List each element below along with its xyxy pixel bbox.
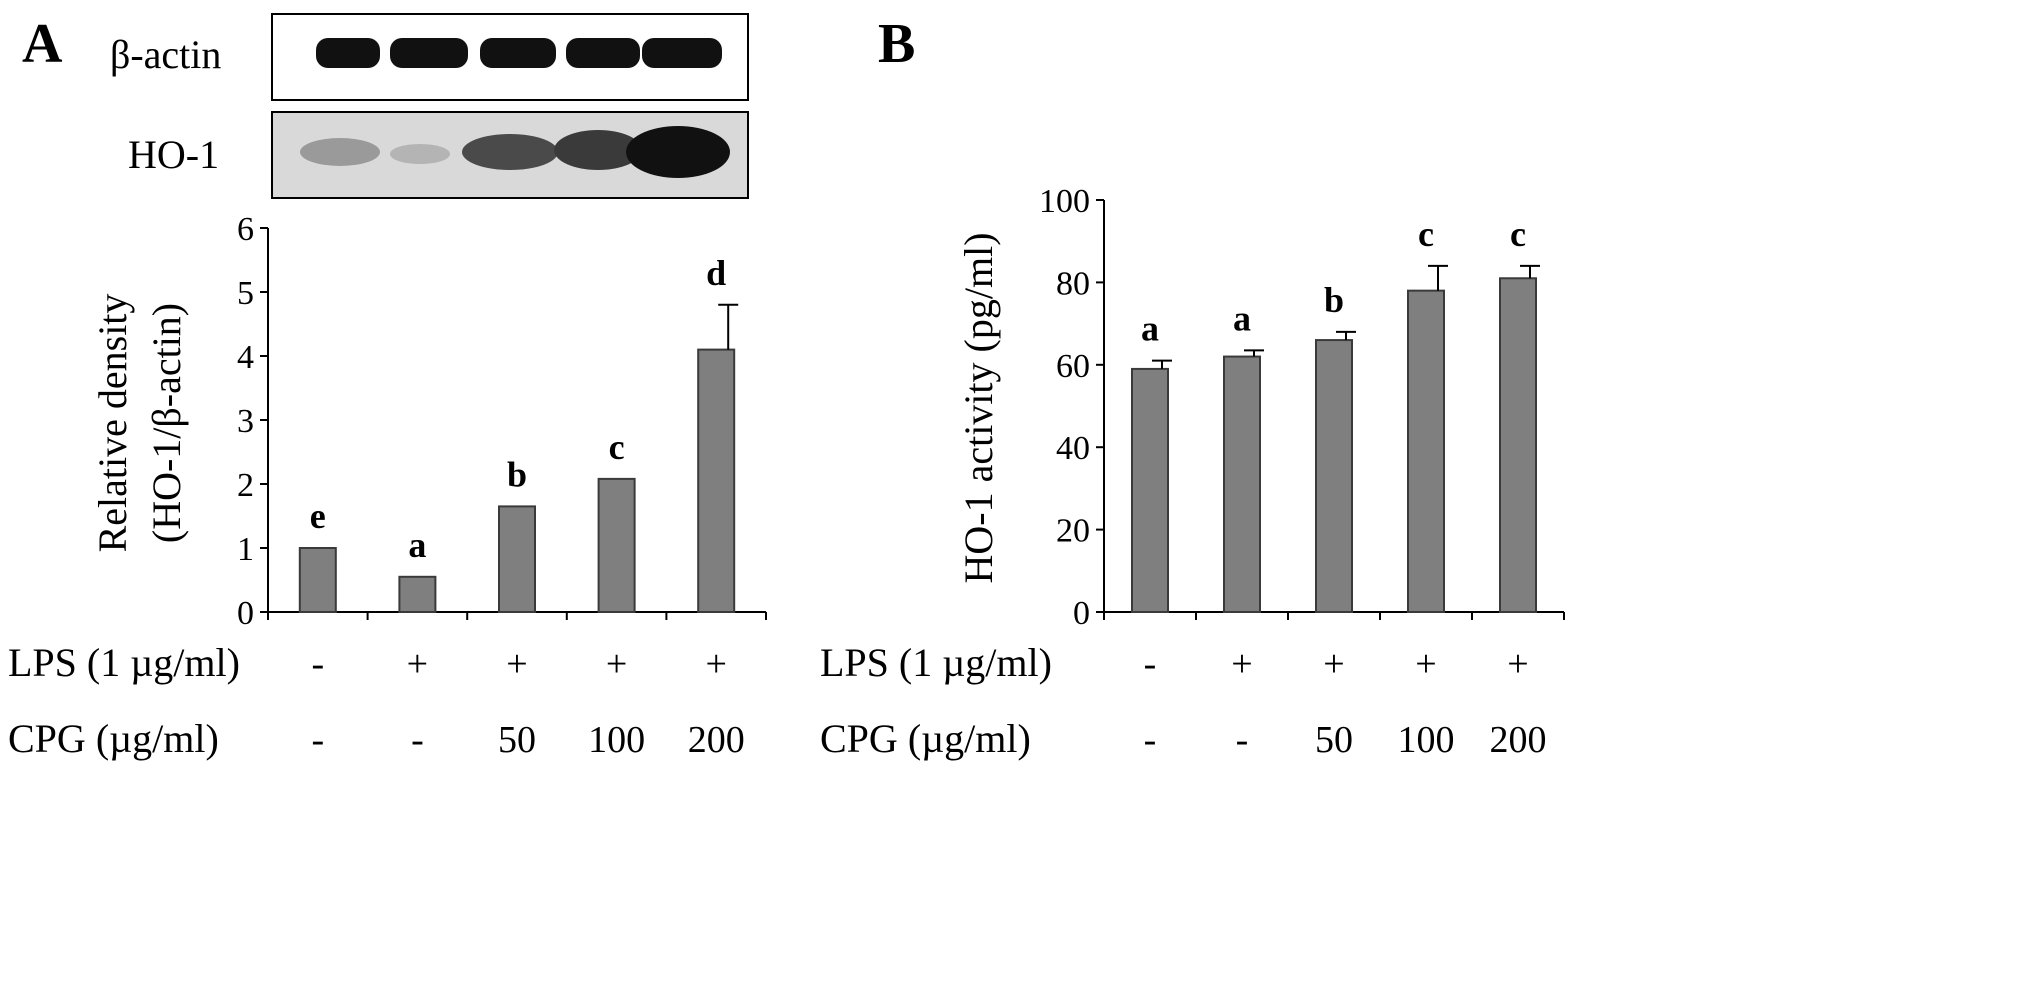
ho1-band-2 bbox=[390, 144, 450, 164]
chart-a-ytick-label: 4 bbox=[237, 339, 254, 376]
actin-band-3 bbox=[480, 38, 556, 68]
chart-b-ytick-label: 40 bbox=[1056, 430, 1090, 467]
chart-b-bar bbox=[1131, 367, 1169, 614]
conditions-a-cpg-value: 200 bbox=[688, 719, 745, 761]
chart-a-ytick-label: 5 bbox=[237, 275, 254, 312]
conditions-b-cpg-value: - bbox=[1236, 719, 1249, 761]
chart-b: HO-1 activity (pg/ml) 0 20 40 60 80 100 a a b c c bbox=[956, 183, 1565, 632]
conditions-a-lps-value: - bbox=[311, 643, 324, 685]
conditions-a-lps-value: + bbox=[705, 643, 726, 685]
ho1-band-5 bbox=[626, 126, 730, 178]
chart-b-bar bbox=[1499, 277, 1537, 613]
chart-a-bar bbox=[498, 505, 536, 613]
chart-a-ylabel-line2: (HO-1/β-actin) bbox=[144, 303, 189, 543]
ho1-band-4 bbox=[554, 130, 642, 170]
conditions-b: LPS (1 µg/ml) CPG (µg/ml) - - + - +50 +100 +20… bbox=[820, 640, 1547, 761]
lps-row-label-a: LPS (1 µg/ml) bbox=[8, 640, 240, 685]
conditions-a-lps-value: + bbox=[606, 643, 627, 685]
chart-b-significance-label: a bbox=[1141, 309, 1159, 349]
chart-a-bar bbox=[398, 575, 437, 613]
blot-ho1 bbox=[271, 111, 749, 199]
conditions-b-cpg-value: 50 bbox=[1315, 719, 1353, 761]
chart-a-significance-label: c bbox=[609, 427, 625, 467]
conditions-b-cpg-value: - bbox=[1144, 719, 1157, 761]
chart-a: Relative density (HO-1/β-actin) 0 1 2 3 4 5 6 e… bbox=[90, 211, 767, 632]
cpg-row-label-a: CPG (µg/ml) bbox=[8, 716, 219, 761]
chart-a-bar bbox=[697, 348, 736, 613]
conditions-a: LPS (1 µg/ml) CPG (µg/ml) - - + - +50 +100 +20… bbox=[8, 640, 745, 761]
chart-b-bar bbox=[1315, 339, 1353, 613]
chart-a-ytick-label: 1 bbox=[237, 531, 254, 568]
ho1-band-3 bbox=[462, 134, 558, 170]
chart-a-significance-label: a bbox=[408, 525, 426, 565]
chart-a-ylabel-line1: Relative density bbox=[90, 294, 135, 553]
blot-beta-actin bbox=[271, 13, 749, 101]
conditions-a-cpg-value: - bbox=[411, 719, 424, 761]
conditions-b-lps-value: + bbox=[1415, 643, 1436, 685]
chart-a-ytick-label: 3 bbox=[237, 403, 254, 440]
chart-b-ytick-label: 100 bbox=[1039, 183, 1090, 220]
blot-beta-actin-label: β-actin bbox=[110, 32, 221, 77]
chart-b-ytick-label: 80 bbox=[1056, 265, 1090, 302]
chart-a-ytick-label: 6 bbox=[237, 211, 254, 248]
chart-a-significance-label: b bbox=[507, 454, 527, 494]
chart-b-bar bbox=[1223, 355, 1261, 613]
actin-band-4 bbox=[566, 38, 640, 68]
chart-b-significance-label: c bbox=[1510, 214, 1526, 254]
conditions-b-lps-value: + bbox=[1323, 643, 1344, 685]
actin-band-2 bbox=[390, 38, 468, 68]
conditions-b-lps-value: + bbox=[1507, 643, 1528, 685]
conditions-a-lps-value: + bbox=[407, 643, 428, 685]
conditions-b-cpg-value: 200 bbox=[1490, 719, 1547, 761]
chart-a-ytick-label: 2 bbox=[237, 467, 254, 504]
chart-a-ytick-label: 0 bbox=[237, 595, 254, 632]
chart-b-ytick-label: 60 bbox=[1056, 348, 1090, 385]
blot-ho1-label: HO-1 bbox=[128, 132, 219, 177]
ho1-band-1 bbox=[300, 138, 380, 166]
panel-b-label: B bbox=[878, 13, 915, 75]
conditions-a-lps-value: + bbox=[506, 643, 527, 685]
cpg-row-label-b: CPG (µg/ml) bbox=[820, 716, 1031, 761]
chart-a-significance-label: e bbox=[310, 496, 326, 536]
chart-a-significance-label: d bbox=[706, 253, 726, 293]
chart-b-bar bbox=[1407, 289, 1445, 613]
conditions-b-lps-value: - bbox=[1144, 643, 1157, 685]
conditions-b-lps-value: + bbox=[1231, 643, 1252, 685]
chart-a-bar bbox=[597, 477, 636, 613]
actin-band-1 bbox=[316, 38, 380, 68]
conditions-a-cpg-value: 100 bbox=[588, 719, 645, 761]
conditions-a-cpg-value: - bbox=[311, 719, 324, 761]
chart-a-bar bbox=[298, 547, 337, 613]
lps-row-label-b: LPS (1 µg/ml) bbox=[820, 640, 1052, 685]
conditions-b-cpg-value: 100 bbox=[1398, 719, 1455, 761]
actin-band-5 bbox=[642, 38, 722, 68]
chart-b-significance-label: a bbox=[1233, 298, 1251, 338]
chart-b-ytick-label: 20 bbox=[1056, 513, 1090, 550]
chart-b-ylabel: HO-1 activity (pg/ml) bbox=[956, 232, 1001, 583]
chart-b-significance-label: c bbox=[1418, 214, 1434, 254]
panel-a-label: A bbox=[22, 13, 63, 75]
chart-b-ytick-label: 0 bbox=[1073, 595, 1090, 632]
conditions-a-cpg-value: 50 bbox=[498, 719, 536, 761]
chart-b-significance-label: b bbox=[1324, 280, 1344, 320]
